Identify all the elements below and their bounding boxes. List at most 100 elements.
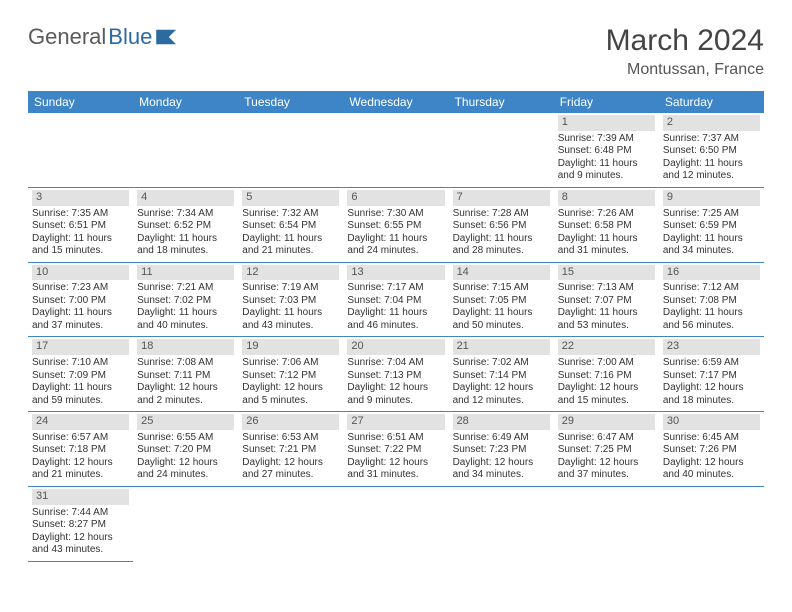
weekday-saturday: Saturday: [659, 91, 764, 113]
sunrise-line: Sunrise: 6:51 AM: [347, 432, 444, 445]
daylight-line: Daylight: 11 hours and 18 minutes.: [137, 233, 234, 258]
daylight-line: Daylight: 11 hours and 21 minutes.: [242, 233, 339, 258]
calendar-cell-empty: [238, 486, 343, 561]
daylight-line: Daylight: 12 hours and 34 minutes.: [453, 457, 550, 482]
day-number: 7: [453, 190, 550, 206]
calendar-cell-day-10: 10Sunrise: 7:23 AMSunset: 7:00 PMDayligh…: [28, 262, 133, 337]
sunrise-line: Sunrise: 7:23 AM: [32, 282, 129, 295]
sunrise-line: Sunrise: 7:34 AM: [137, 208, 234, 221]
sunrise-line: Sunrise: 7:04 AM: [347, 357, 444, 370]
day-content: 3Sunrise: 7:35 AMSunset: 6:51 PMDaylight…: [28, 188, 133, 262]
sunset-line: Sunset: 7:22 PM: [347, 444, 444, 457]
daylight-line: Daylight: 11 hours and 43 minutes.: [242, 307, 339, 332]
sunset-line: Sunset: 8:27 PM: [32, 519, 129, 532]
calendar-cell-empty: [449, 486, 554, 561]
sunset-line: Sunset: 7:26 PM: [663, 444, 760, 457]
day-content: 8Sunrise: 7:26 AMSunset: 6:58 PMDaylight…: [554, 188, 659, 262]
daylight-line: Daylight: 11 hours and 56 minutes.: [663, 307, 760, 332]
calendar-cell-empty: [449, 113, 554, 187]
sunrise-line: Sunrise: 6:55 AM: [137, 432, 234, 445]
calendar-cell-day-27: 27Sunrise: 6:51 AMSunset: 7:22 PMDayligh…: [343, 412, 448, 487]
sunset-line: Sunset: 7:02 PM: [137, 295, 234, 308]
daylight-line: Daylight: 12 hours and 40 minutes.: [663, 457, 760, 482]
sunset-line: Sunset: 6:48 PM: [558, 145, 655, 158]
day-number: 14: [453, 265, 550, 281]
calendar-cell-day-18: 18Sunrise: 7:08 AMSunset: 7:11 PMDayligh…: [133, 337, 238, 412]
calendar-cell-empty: [133, 486, 238, 561]
sunrise-line: Sunrise: 6:45 AM: [663, 432, 760, 445]
calendar-cell-day-1: 1Sunrise: 7:39 AMSunset: 6:48 PMDaylight…: [554, 113, 659, 187]
day-content: 6Sunrise: 7:30 AMSunset: 6:55 PMDaylight…: [343, 188, 448, 262]
day-number: 17: [32, 339, 129, 355]
day-number: 6: [347, 190, 444, 206]
month-title: March 2024: [606, 24, 764, 57]
daylight-line: Daylight: 12 hours and 37 minutes.: [558, 457, 655, 482]
title-block: March 2024 Montussan, France: [606, 24, 764, 79]
sunset-line: Sunset: 7:05 PM: [453, 295, 550, 308]
daylight-line: Daylight: 12 hours and 18 minutes.: [663, 382, 760, 407]
weekday-friday: Friday: [554, 91, 659, 113]
daylight-line: Daylight: 11 hours and 31 minutes.: [558, 233, 655, 258]
day-number: 31: [32, 489, 129, 505]
calendar-cell-day-6: 6Sunrise: 7:30 AMSunset: 6:55 PMDaylight…: [343, 187, 448, 262]
sunrise-line: Sunrise: 7:06 AM: [242, 357, 339, 370]
calendar-cell-day-31: 31Sunrise: 7:44 AMSunset: 8:27 PMDayligh…: [28, 486, 133, 561]
calendar-cell-empty: [28, 113, 133, 187]
day-number: 26: [242, 414, 339, 430]
day-content: 14Sunrise: 7:15 AMSunset: 7:05 PMDayligh…: [449, 263, 554, 337]
sunrise-line: Sunrise: 7:13 AM: [558, 282, 655, 295]
day-content: 17Sunrise: 7:10 AMSunset: 7:09 PMDayligh…: [28, 337, 133, 411]
calendar-week-row: 17Sunrise: 7:10 AMSunset: 7:09 PMDayligh…: [28, 337, 764, 412]
weekday-wednesday: Wednesday: [343, 91, 448, 113]
calendar-cell-day-30: 30 Sunrise: 6:45 AMSunset: 7:26 PMDayligh…: [659, 412, 764, 487]
day-number: 27: [347, 414, 444, 430]
calendar-table: SundayMondayTuesdayWednesdayThursdayFrid…: [28, 91, 764, 562]
day-content: 28Sunrise: 6:49 AMSunset: 7:23 PMDayligh…: [449, 412, 554, 486]
calendar-week-row: 1Sunrise: 7:39 AMSunset: 6:48 PMDaylight…: [28, 113, 764, 187]
calendar-cell-day-4: 4 Sunrise: 7:34 AMSunset: 6:52 PMDaylight…: [133, 187, 238, 262]
sunset-line: Sunset: 7:00 PM: [32, 295, 129, 308]
sunrise-line: Sunrise: 7:00 AM: [558, 357, 655, 370]
calendar-cell-day-5: 5Sunrise: 7:32 AMSunset: 6:54 PMDaylight…: [238, 187, 343, 262]
sunrise-line: Sunrise: 7:32 AM: [242, 208, 339, 221]
sunrise-line: Sunrise: 6:59 AM: [663, 357, 760, 370]
daylight-line: Daylight: 11 hours and 50 minutes.: [453, 307, 550, 332]
calendar-cell-day-15: 15Sunrise: 7:13 AMSunset: 7:07 PMDayligh…: [554, 262, 659, 337]
day-number: 30: [663, 414, 760, 430]
daylight-line: Daylight: 12 hours and 27 minutes.: [242, 457, 339, 482]
sunset-line: Sunset: 6:52 PM: [137, 220, 234, 233]
calendar-cell-empty: [659, 486, 764, 561]
weekday-thursday: Thursday: [449, 91, 554, 113]
calendar-cell-day-2: 2Sunrise: 7:37 AMSunset: 6:50 PMDaylight…: [659, 113, 764, 187]
day-content: 21Sunrise: 7:02 AMSunset: 7:14 PMDayligh…: [449, 337, 554, 411]
sunset-line: Sunset: 7:03 PM: [242, 295, 339, 308]
day-content: 10Sunrise: 7:23 AMSunset: 7:00 PMDayligh…: [28, 263, 133, 337]
page-header: GeneralBlue March 2024 Montussan, France: [28, 24, 764, 79]
calendar-cell-day-7: 7Sunrise: 7:28 AMSunset: 6:56 PMDaylight…: [449, 187, 554, 262]
day-content: 18Sunrise: 7:08 AMSunset: 7:11 PMDayligh…: [133, 337, 238, 411]
sunset-line: Sunset: 7:20 PM: [137, 444, 234, 457]
calendar-cell-empty: [343, 486, 448, 561]
sunrise-line: Sunrise: 6:57 AM: [32, 432, 129, 445]
sunset-line: Sunset: 7:16 PM: [558, 370, 655, 383]
calendar-body: 1Sunrise: 7:39 AMSunset: 6:48 PMDaylight…: [28, 113, 764, 561]
day-content: 23Sunrise: 6:59 AMSunset: 7:17 PMDayligh…: [659, 337, 764, 411]
calendar-cell-day-3: 3Sunrise: 7:35 AMSunset: 6:51 PMDaylight…: [28, 187, 133, 262]
day-content: 1Sunrise: 7:39 AMSunset: 6:48 PMDaylight…: [554, 113, 659, 187]
day-content: 29Sunrise: 6:47 AMSunset: 7:25 PMDayligh…: [554, 412, 659, 486]
sunrise-line: Sunrise: 6:49 AM: [453, 432, 550, 445]
day-number: 4: [137, 190, 234, 206]
day-content: 24Sunrise: 6:57 AMSunset: 7:18 PMDayligh…: [28, 412, 133, 486]
daylight-line: Daylight: 12 hours and 5 minutes.: [242, 382, 339, 407]
daylight-line: Daylight: 12 hours and 12 minutes.: [453, 382, 550, 407]
day-content: 25Sunrise: 6:55 AMSunset: 7:20 PMDayligh…: [133, 412, 238, 486]
day-content: 4 Sunrise: 7:34 AMSunset: 6:52 PMDaylight…: [133, 188, 238, 262]
sunset-line: Sunset: 7:07 PM: [558, 295, 655, 308]
sunset-line: Sunset: 6:54 PM: [242, 220, 339, 233]
day-number: 3: [32, 190, 129, 206]
calendar-week-row: 31Sunrise: 7:44 AMSunset: 8:27 PMDayligh…: [28, 486, 764, 561]
calendar-cell-day-22: 22Sunrise: 7:00 AMSunset: 7:16 PMDayligh…: [554, 337, 659, 412]
calendar-cell-day-8: 8Sunrise: 7:26 AMSunset: 6:58 PMDaylight…: [554, 187, 659, 262]
sunrise-line: Sunrise: 7:19 AM: [242, 282, 339, 295]
sunrise-line: Sunrise: 7:02 AM: [453, 357, 550, 370]
